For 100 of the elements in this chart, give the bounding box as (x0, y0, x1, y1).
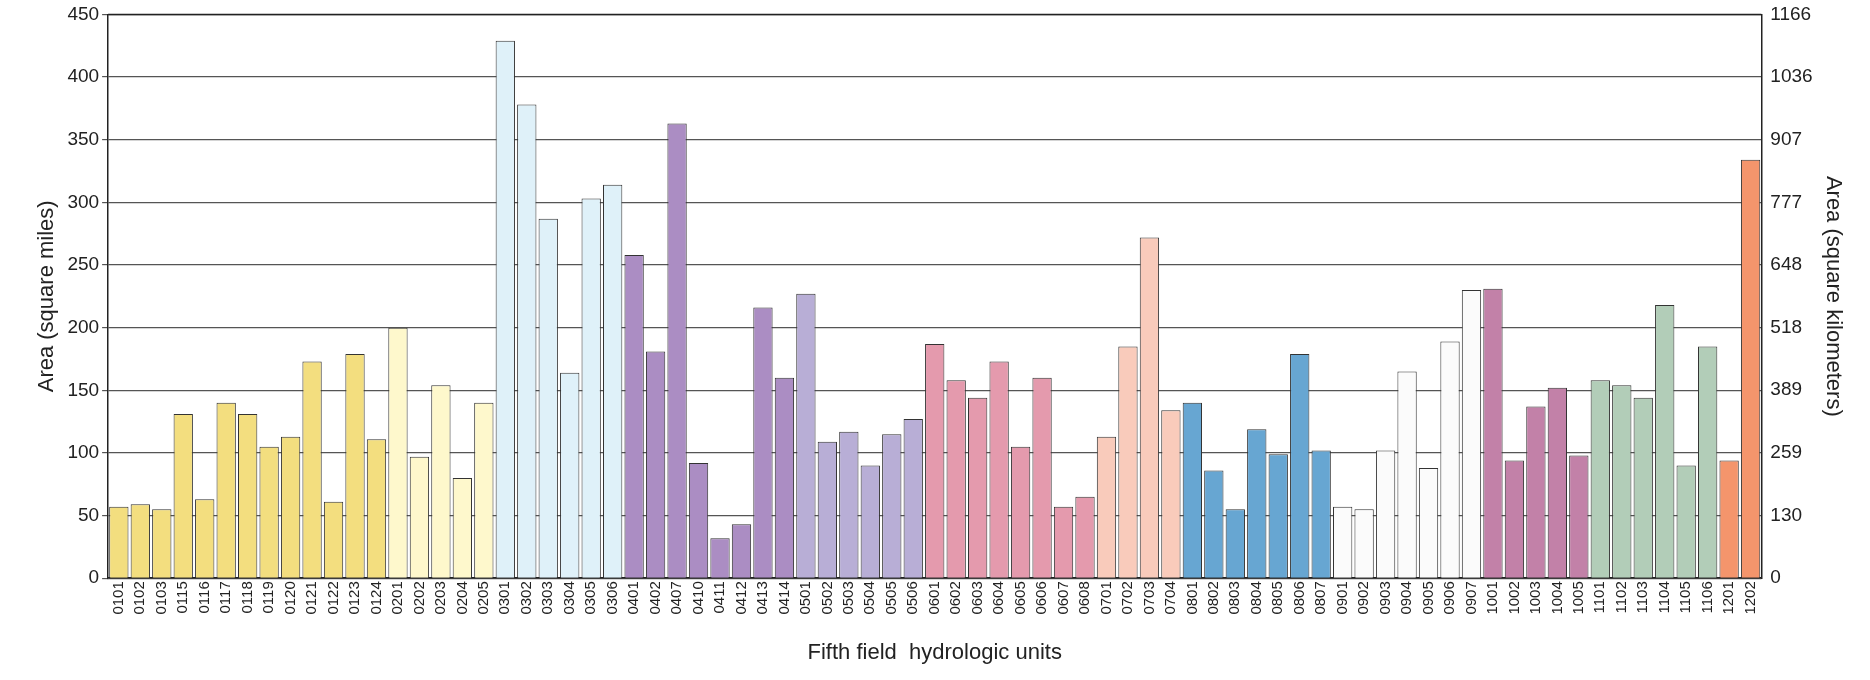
x-tick-label: 0506 (903, 581, 921, 615)
x-tick-label: 0410 (688, 581, 706, 615)
x-tick-label: 0903 (1375, 581, 1393, 615)
x-tick-label: 0115 (173, 581, 191, 614)
y-tick-label: 0 (88, 566, 100, 588)
x-tick-label: 1004 (1547, 581, 1565, 615)
y-tick-label: 400 (67, 65, 100, 87)
x-tick-label: 0805 (1268, 581, 1286, 615)
x-tick-label: 0414 (774, 581, 792, 615)
x-tick-label: 0703 (1139, 581, 1157, 615)
x-tick-label: 0503 (838, 581, 856, 615)
x-tick-label: 0401 (624, 581, 642, 615)
x-tick-label: 0203 (431, 581, 449, 615)
x-tick-label: 0202 (409, 581, 427, 615)
y-tick-label: 50 (77, 503, 100, 525)
x-tick-label: 0124 (366, 581, 384, 615)
x-tick-label: 0603 (967, 581, 985, 615)
y-tick-label: 250 (67, 253, 100, 275)
x-tick-label: 0605 (1010, 581, 1028, 615)
x-tick-label: 0201 (388, 581, 406, 615)
x-tick-label: 0601 (924, 581, 942, 615)
x-tick-label: 1002 (1504, 581, 1522, 615)
x-tick-label: 0607 (1053, 581, 1071, 615)
x-tick-label: 1101 (1590, 581, 1608, 614)
x-tick-label: 0901 (1332, 581, 1350, 615)
x-tick-label: 0119 (259, 581, 277, 614)
y-tick-label: 200 (67, 315, 100, 337)
x-tick-label: 0803 (1225, 581, 1243, 615)
y-tick-label: 150 (67, 378, 100, 400)
y2-tick-label: 130 (1770, 503, 1803, 525)
x-tick-label: 0905 (1418, 581, 1436, 615)
y2-tick-label: 777 (1770, 190, 1803, 212)
x-tick-label: 0402 (645, 581, 663, 615)
x-tick-label: 0701 (1096, 581, 1114, 615)
x-tick-label: 1201 (1719, 581, 1737, 615)
x-tick-label: 0807 (1311, 581, 1329, 615)
x-tick-label: 0102 (130, 581, 148, 615)
x-tick-label: 0606 (1032, 581, 1050, 615)
x-tick-label: 0101 (108, 581, 126, 615)
y2-axis-title: Area (square kilometers) (1821, 175, 1847, 417)
x-tick-label: 0121 (302, 581, 320, 615)
x-axis-title: Fifth field hydrologic units (807, 638, 1062, 664)
x-tick-label: 0302 (516, 581, 534, 615)
x-tick-label: 1001 (1483, 581, 1501, 615)
x-tick-label: 0602 (946, 581, 964, 615)
x-tick-label: 0804 (1246, 581, 1264, 615)
y-tick-label: 300 (67, 190, 100, 212)
x-tick-label: 0604 (989, 581, 1007, 615)
x-tick-label: 1106 (1697, 581, 1715, 614)
x-tick-label: 0505 (881, 581, 899, 615)
x-tick-label: 1003 (1526, 581, 1544, 615)
x-tick-label: 0304 (559, 581, 577, 615)
y2-tick-label: 518 (1770, 315, 1803, 337)
y2-tick-label: 907 (1770, 127, 1803, 149)
y-axis-title: Area (square miles) (33, 200, 59, 393)
x-tick-label: 1105 (1676, 581, 1694, 614)
x-tick-label: 0704 (1161, 581, 1179, 615)
x-tick-label: 1103 (1633, 581, 1651, 614)
y-tick-label: 350 (67, 127, 100, 149)
x-tick-label: 1102 (1611, 581, 1629, 614)
x-tick-label: 0204 (452, 581, 470, 615)
y2-tick-label: 1036 (1770, 65, 1813, 87)
x-tick-label: 0407 (667, 581, 685, 615)
x-tick-label: 0123 (345, 581, 363, 615)
x-tick-label: 0806 (1289, 581, 1307, 615)
x-tick-label: 0303 (538, 581, 556, 615)
x-tick-label: 1104 (1654, 581, 1672, 614)
x-tick-label: 0117 (216, 581, 234, 614)
x-tick-label: 0118 (237, 581, 255, 614)
x-tick-label: 0120 (280, 581, 298, 615)
x-tick-label: 0116 (194, 581, 212, 614)
x-tick-label: 0502 (817, 581, 835, 615)
x-tick-label: 0504 (860, 581, 878, 615)
x-tick-label: 0301 (495, 581, 513, 615)
y2-tick-label: 389 (1770, 378, 1803, 400)
x-tick-label: 0411 (710, 581, 728, 614)
x-tick-label: 0501 (796, 581, 814, 615)
x-tick-label: 0305 (581, 581, 599, 615)
y2-tick-label: 1166 (1770, 2, 1812, 24)
x-tick-label: 1005 (1568, 581, 1586, 615)
x-tick-label: 0801 (1182, 581, 1200, 615)
x-tick-label: 0122 (323, 581, 341, 615)
x-tick-label: 0413 (753, 581, 771, 615)
x-tick-label: 1202 (1740, 581, 1758, 615)
y2-tick-label: 0 (1770, 566, 1781, 588)
x-tick-label: 0907 (1461, 581, 1479, 615)
x-tick-label: 0103 (151, 581, 169, 615)
x-tick-label: 0412 (731, 581, 749, 615)
x-tick-label: 0608 (1075, 581, 1093, 615)
x-tick-label: 0306 (602, 581, 620, 615)
x-tick-label: 0904 (1397, 581, 1415, 615)
y-tick-label: 100 (67, 441, 100, 463)
x-tick-label: 0205 (473, 581, 491, 615)
x-tick-label: 0902 (1354, 581, 1372, 615)
x-tick-label: 0702 (1118, 581, 1136, 615)
x-tick-label: 0906 (1440, 581, 1458, 615)
y-tick-label: 450 (67, 2, 100, 24)
x-tick-label: 0802 (1203, 581, 1221, 615)
y2-tick-label: 259 (1770, 441, 1803, 463)
y2-tick-label: 648 (1770, 253, 1803, 275)
